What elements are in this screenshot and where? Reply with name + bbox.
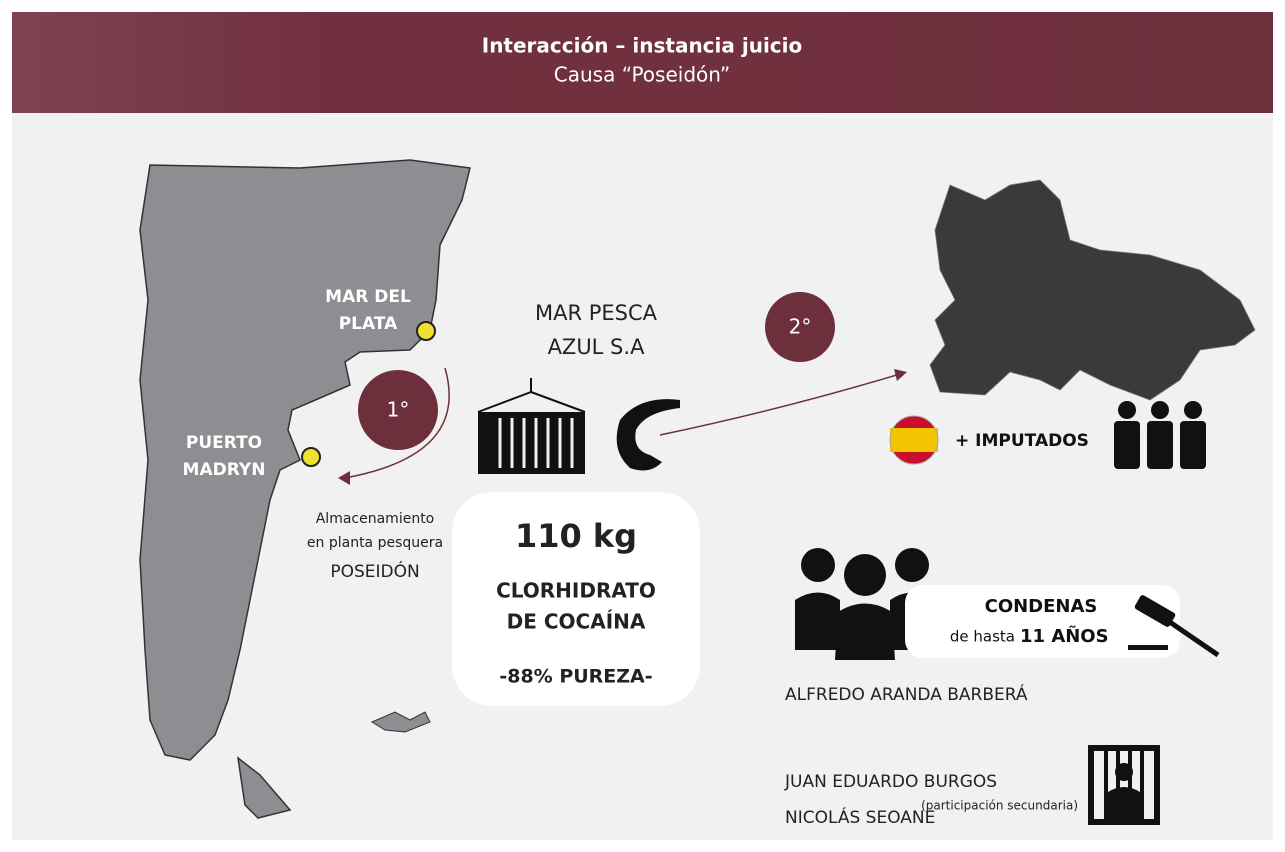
storage-text: en planta pesquera <box>307 535 443 551</box>
city-label: PLATA <box>339 314 398 334</box>
convicted-name: ALFREDO ARANDA BARBERÁ <box>785 683 1028 705</box>
arrow-head <box>338 471 350 485</box>
spain-flag <box>889 415 939 465</box>
islands <box>370 711 431 733</box>
convicted-name: JUAN EDUARDO BURGOS <box>784 772 997 792</box>
people-icon <box>1114 401 1206 469</box>
step-badge <box>765 292 835 362</box>
header-band <box>12 12 1273 113</box>
city-label: MADRYN <box>183 460 266 480</box>
tierra-del-fuego <box>236 756 292 819</box>
arrow <box>344 367 450 479</box>
seizure-card <box>452 492 700 706</box>
city-label: MAR DEL <box>325 287 411 307</box>
step-label: 2° <box>789 315 812 339</box>
container-icon <box>477 378 586 474</box>
argentina-map <box>139 159 471 761</box>
shrimp-icon <box>616 399 680 471</box>
company: AZUL S.A <box>548 335 646 359</box>
jail-icon <box>1088 745 1160 825</box>
city-dot <box>301 447 321 467</box>
convicted-note: (participación secundaria) <box>921 799 1078 813</box>
sentence-prefix: de hasta <box>950 628 1015 646</box>
storage-text: Almacenamiento <box>316 511 435 527</box>
step-badge <box>358 370 438 450</box>
city-dot <box>416 321 436 341</box>
sentence-years: 11 AÑOS <box>1020 624 1109 647</box>
arrow <box>659 373 901 436</box>
substance: CLORHIDRATO <box>496 579 656 603</box>
seizure-amount: 110 kg <box>515 517 637 555</box>
city-label: PUERTO <box>186 433 262 453</box>
convicted-name: NICOLÁS SEOANE <box>785 806 935 828</box>
accused-label: + IMPUTADOS <box>955 431 1089 451</box>
arrow-head <box>894 369 907 381</box>
step-label: 1° <box>387 398 410 422</box>
gavel-icon <box>1128 595 1220 658</box>
purity: -88% PUREZA- <box>499 666 652 688</box>
substance: DE COCAÍNA <box>507 610 646 634</box>
sentence-title: CONDENAS <box>985 596 1098 617</box>
storage-name: POSEIDÓN <box>330 560 419 582</box>
europe-map <box>929 179 1256 401</box>
company: MAR PESCA <box>535 301 658 325</box>
sentence-card <box>905 585 1180 658</box>
subtitle: Causa “Poseidón” <box>554 63 730 87</box>
title: Interacción – instancia juicio <box>482 34 803 58</box>
